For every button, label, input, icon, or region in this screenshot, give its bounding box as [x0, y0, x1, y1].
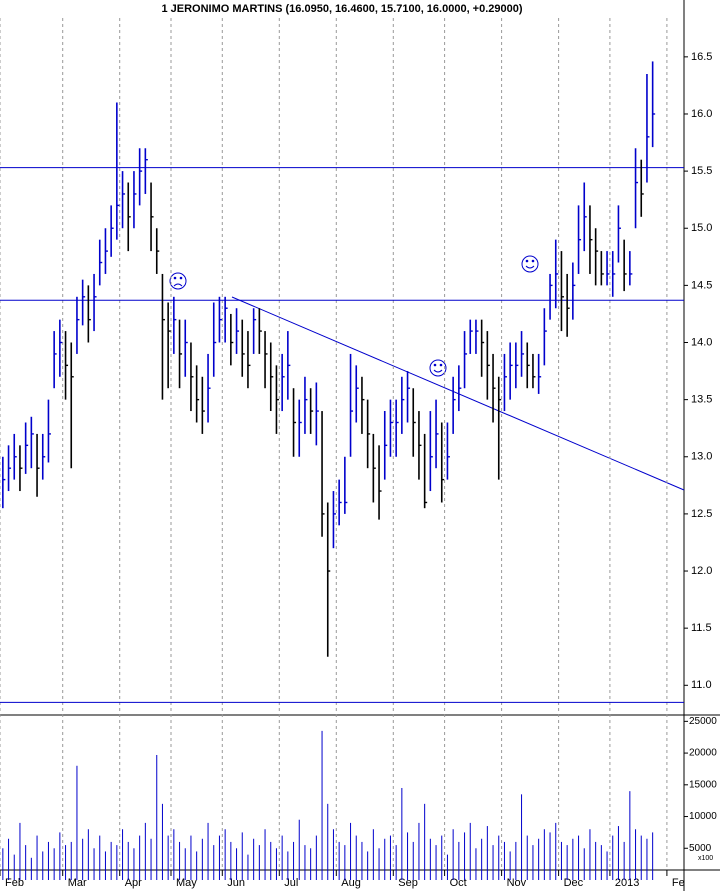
trend-line	[231, 296, 685, 491]
x-tick-label: Nov	[507, 877, 527, 889]
y-tick-label: 13.5	[691, 394, 712, 406]
x-tick-label: Oct	[450, 877, 467, 889]
x-tick-label: Fe	[672, 877, 685, 889]
x-tick-label: Dec	[564, 877, 584, 889]
x-tick-label: Apr	[125, 877, 142, 889]
y-tick-label: 16.5	[691, 51, 712, 63]
y-tick-label: 14.0	[691, 336, 712, 348]
chart-title: 1 JERONIMO MARTINS (16.0950, 16.4600, 15…	[161, 3, 522, 15]
smile-icon	[429, 359, 447, 377]
y-tick-label: 14.5	[691, 279, 712, 291]
x-tick-label: Sep	[398, 877, 418, 889]
volume-tick-label: 5000	[689, 843, 712, 854]
volume-unit: x100	[698, 855, 713, 862]
volume-tick-label: 10000	[689, 811, 717, 822]
x-tick-label: Feb	[5, 877, 24, 889]
y-tick-label: 13.0	[691, 451, 712, 463]
volume-tick-label: 15000	[689, 779, 717, 790]
y-tick-label: 11.5	[691, 622, 712, 634]
y-tick-label: 15.5	[691, 165, 712, 177]
y-tick-label: 12.5	[691, 508, 712, 520]
x-tick-label: Jul	[284, 877, 298, 889]
volume-tick-label: 25000	[689, 716, 717, 727]
y-tick-label: 11.0	[691, 679, 712, 691]
y-tick-label: 16.0	[691, 108, 712, 120]
x-tick-label: Aug	[341, 877, 361, 889]
x-tick-label: Jun	[227, 877, 245, 889]
y-tick-label: 12.0	[691, 565, 712, 577]
smile-icon	[521, 255, 539, 273]
x-tick-label: May	[176, 877, 197, 889]
frown-icon	[169, 272, 187, 290]
y-tick-label: 15.0	[691, 222, 712, 234]
x-tick-label: 2013	[615, 877, 639, 889]
volume-tick-label: 20000	[689, 748, 717, 759]
